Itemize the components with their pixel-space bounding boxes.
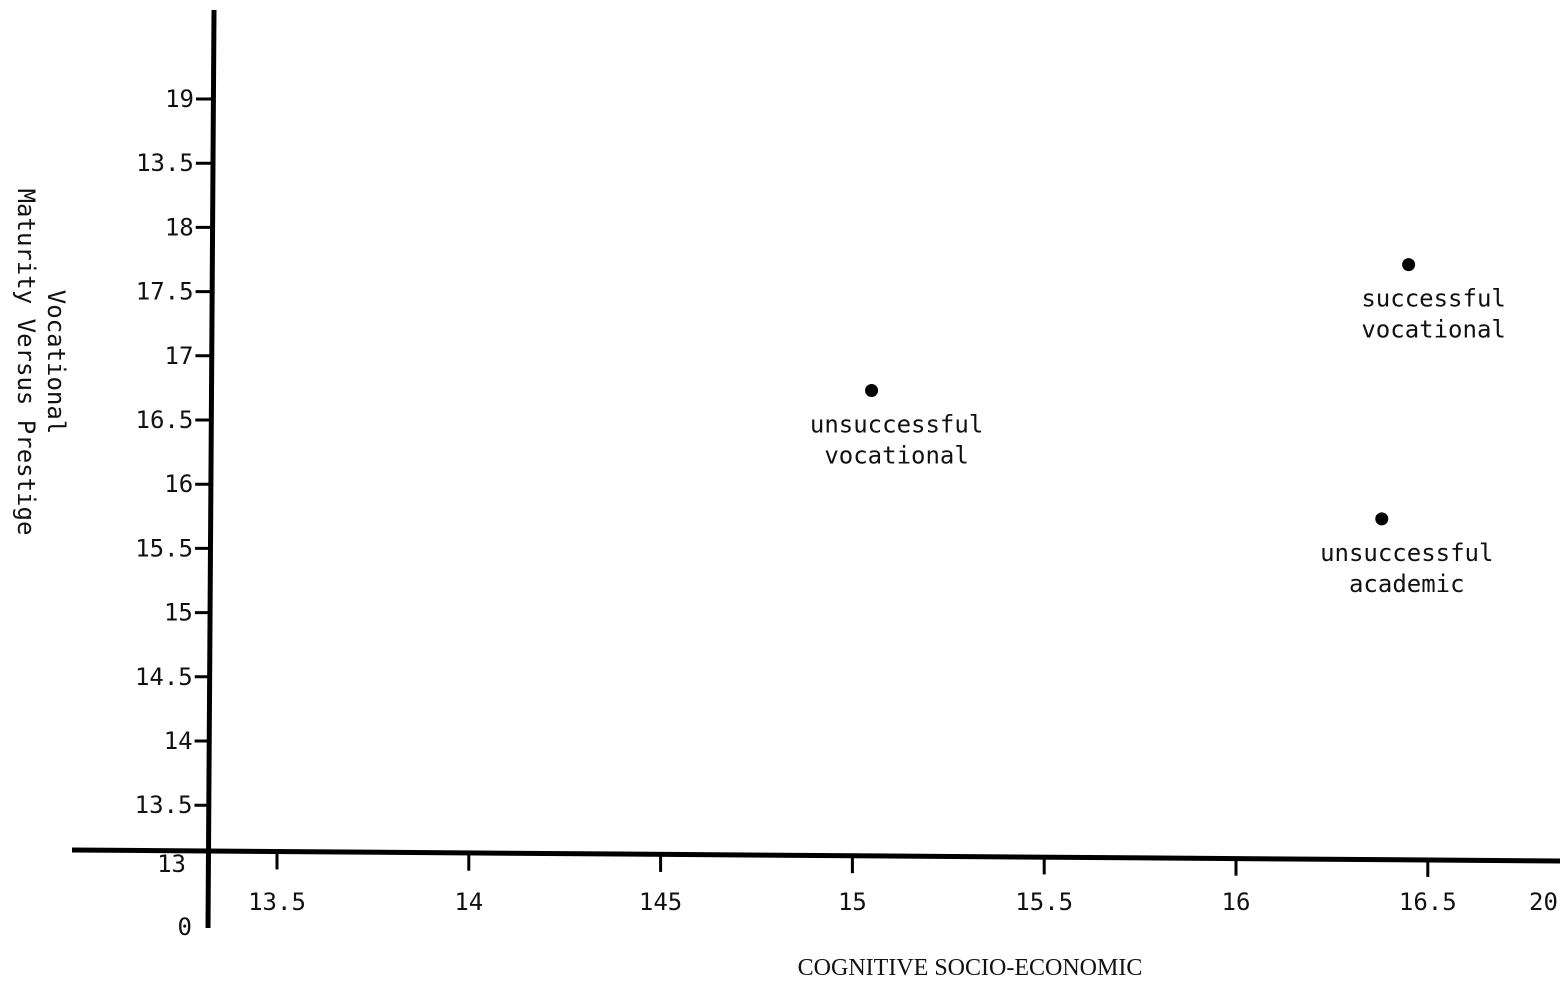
x-tick-label: 13.5 xyxy=(248,888,306,916)
x-tick-label: 16.5 xyxy=(1399,888,1457,916)
point-label: academic xyxy=(1349,570,1465,598)
y-axis-line xyxy=(205,9,217,929)
x-tick-label: 15 xyxy=(838,888,867,916)
x-tick-label: 14 xyxy=(454,888,483,916)
x-origin-label: 0 xyxy=(178,913,192,941)
x-tick-label: 15.5 xyxy=(1015,888,1073,916)
x-axis-line xyxy=(71,847,1561,864)
y-ticks: 13.5 14 14.5 15 15.5 16 16.5 17 17.5 18 13.5 19 xyxy=(135,85,212,819)
point-label: vocational xyxy=(824,441,969,469)
data-point xyxy=(1402,258,1416,272)
y-tick-label: 15.5 xyxy=(135,534,193,562)
point-label: successful xyxy=(1361,285,1506,313)
y-tick-label: 16 xyxy=(164,470,193,498)
x-tick-label: 145 xyxy=(639,888,682,916)
y-tick-label: 17 xyxy=(165,342,194,370)
y-axis-title-line-1: Vocational xyxy=(42,290,70,435)
data-point xyxy=(865,383,879,397)
y-tick-label: 18 xyxy=(165,213,194,241)
point-label: unsuccessful xyxy=(810,410,983,438)
data-points: unsuccessful vocational successful vocation… xyxy=(810,258,1506,598)
point-label: unsuccessful xyxy=(1320,539,1493,567)
x-axis-title: COGNITIVE SOCIO-ECONOMIC xyxy=(798,955,1143,981)
y-tick-label: 17.5 xyxy=(136,278,194,306)
y-tick-label: 14.5 xyxy=(135,663,193,691)
y-axis-title-line-2: Maturity Versus Prestige xyxy=(12,189,40,536)
y-tick-label: 15 xyxy=(164,599,193,627)
y-axis-title: Vocational Maturity Versus Prestige xyxy=(12,189,70,536)
y-tick-label: 16.5 xyxy=(136,406,194,434)
x-ticks: 13.5141451515.51616.51717.51818.51919.52… xyxy=(248,853,1558,916)
data-point xyxy=(1375,512,1389,526)
y-tick-label: 19 xyxy=(165,85,194,113)
point-label: vocational xyxy=(1361,316,1506,344)
y-origin-label: 13 xyxy=(157,850,186,878)
x-tick-label: 16 xyxy=(1222,888,1251,916)
y-tick-label: 13.5 xyxy=(136,149,194,177)
y-tick-label: 14 xyxy=(164,727,193,755)
x-tick-label: 20 xyxy=(1529,888,1558,916)
y-tick-label: 13.5 xyxy=(135,791,193,819)
